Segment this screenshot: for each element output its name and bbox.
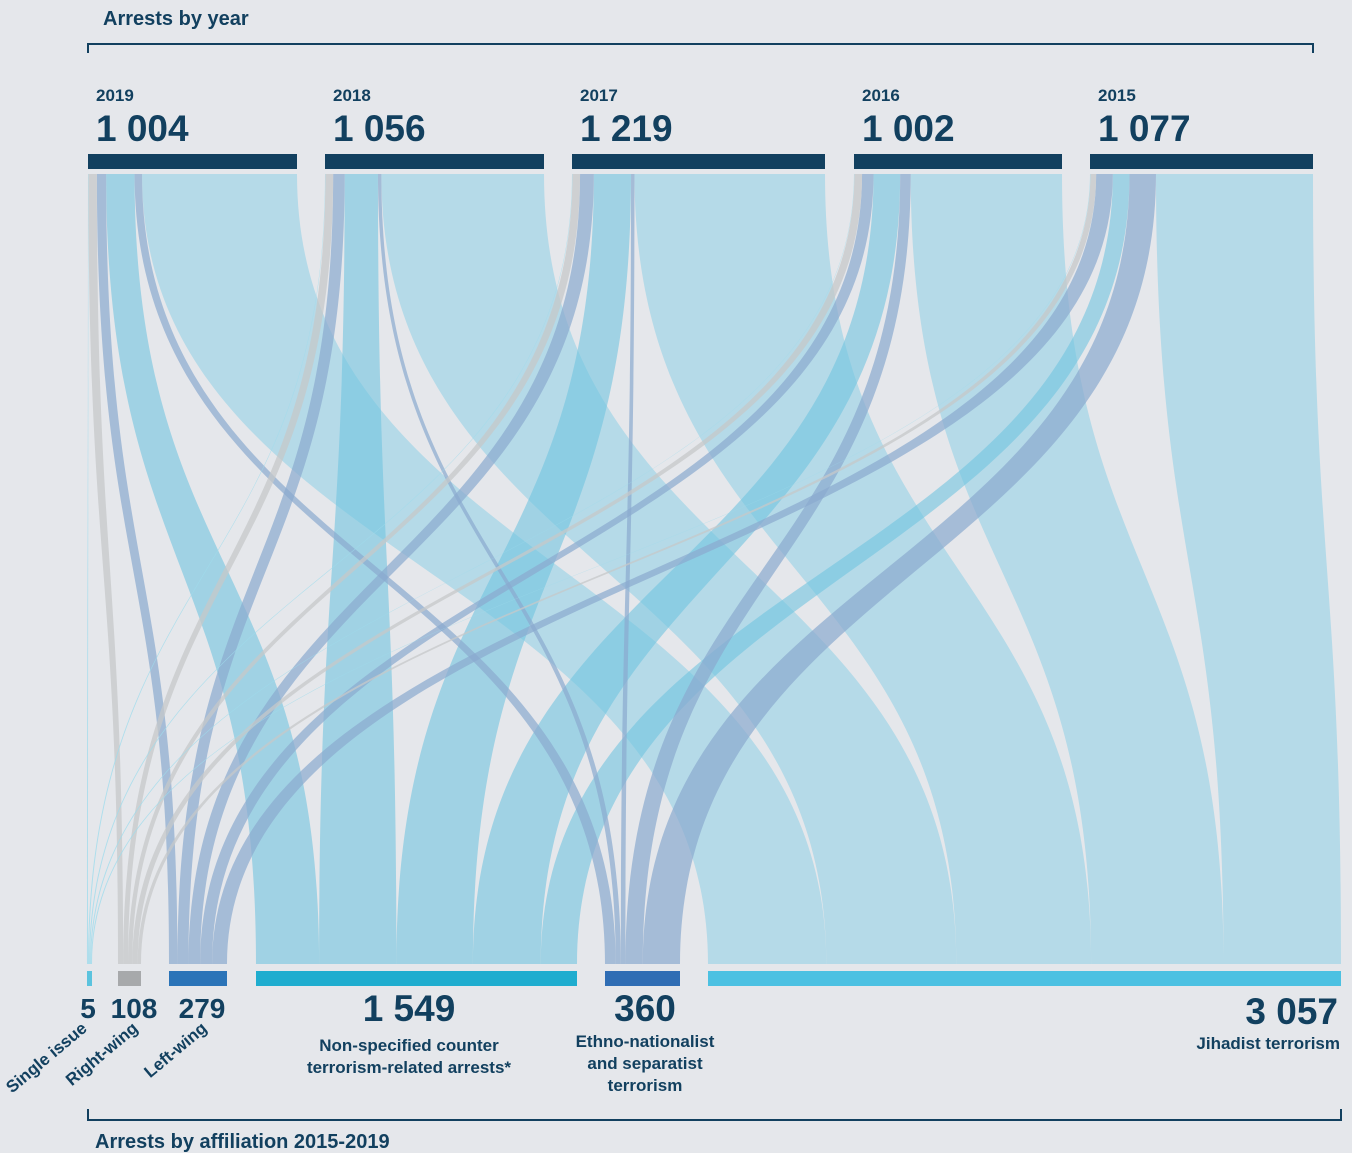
affiliation-value-nonspec: 1 549 xyxy=(363,988,456,1029)
affiliation-bar-right xyxy=(118,971,141,986)
year-label-2015: 2015 xyxy=(1098,86,1136,105)
flow-2019-right xyxy=(88,174,124,964)
flow-2019-left xyxy=(96,174,178,964)
flow-2015-ethno xyxy=(642,174,1156,964)
year-total-2015: 1 077 xyxy=(1098,108,1191,149)
year-total-2017: 1 219 xyxy=(580,108,673,149)
flow-2016-ethno xyxy=(625,174,911,964)
affiliation-bar-ethno xyxy=(605,971,680,986)
bottom-title: Arrests by affiliation 2015-2019 xyxy=(95,1131,390,1153)
flow-2016-jihad xyxy=(910,174,1224,964)
affiliation-label-nonspec-line-1: Non-specified counter xyxy=(319,1036,499,1055)
year-nodes: 2019 1 004 2018 1 056 2017 1 219 2016 1 002 2015… xyxy=(88,86,1313,169)
flow-2017-right xyxy=(128,174,581,964)
flow-2017-single xyxy=(89,174,573,964)
year-label-2018: 2018 xyxy=(333,86,371,105)
flow-2017-left xyxy=(188,174,594,964)
flow-2019-nonspec xyxy=(106,174,320,964)
year-bar-2018 xyxy=(325,154,544,169)
affiliation-bar-nonspec xyxy=(256,971,577,986)
year-total-2019: 1 004 xyxy=(96,108,189,149)
flow-2015-nonspec xyxy=(540,174,1130,964)
affiliation-bar-jihad xyxy=(708,971,1341,986)
top-title: Arrests by year xyxy=(103,8,249,30)
affiliation-label-ethno-line-3: terrorism xyxy=(608,1076,683,1095)
affiliation-value-left: 279 xyxy=(179,993,226,1024)
flow-2016-right xyxy=(132,174,863,964)
affiliation-label-jihad: Jihadist terrorism xyxy=(1196,1034,1340,1053)
flow-2017-nonspec xyxy=(396,174,632,964)
flow-2019-ethno xyxy=(134,174,616,964)
year-bar-2015 xyxy=(1090,154,1313,169)
year-label-2016: 2016 xyxy=(862,86,900,105)
flow-2015-jihad xyxy=(1155,174,1341,964)
year-total-2018: 1 056 xyxy=(333,108,426,149)
flow-2018-right xyxy=(123,174,334,964)
flows-layer xyxy=(87,174,1341,964)
affiliation-value-jihad: 3 057 xyxy=(1245,991,1338,1032)
year-bar-2019 xyxy=(88,154,297,169)
affiliation-label-ethno-line-2: and separatist xyxy=(587,1054,703,1073)
year-bar-2016 xyxy=(854,154,1062,169)
flow-2018-nonspec xyxy=(319,174,397,964)
affiliation-value-ethno: 360 xyxy=(614,988,676,1029)
flow-2018-single xyxy=(88,174,326,964)
affiliation-value-single: 5 xyxy=(80,993,96,1024)
bottom-bracket xyxy=(87,1109,1342,1121)
affiliation-label-left: Left-wing xyxy=(140,1019,210,1082)
flow-2015-single xyxy=(91,174,1091,964)
year-total-2016: 1 002 xyxy=(862,108,955,149)
year-label-2017: 2017 xyxy=(580,86,618,105)
flow-2016-left xyxy=(200,174,874,964)
flow-2017-jihad xyxy=(634,174,1092,964)
flow-2015-right xyxy=(137,174,1097,964)
top-bracket xyxy=(87,43,1314,53)
affiliation-value-right: 108 xyxy=(111,993,158,1024)
flow-2015-left xyxy=(212,174,1113,964)
flow-2016-nonspec xyxy=(472,174,901,964)
year-bar-2017 xyxy=(572,154,825,169)
affiliation-bar-single xyxy=(87,971,92,986)
affiliation-label-ethno-line-1: Ethno-nationalist xyxy=(576,1032,715,1051)
affiliation-label-nonspec-line-2: terrorism-related arrests* xyxy=(307,1058,511,1077)
flow-2018-left xyxy=(177,174,345,964)
affiliation-bar-left xyxy=(169,971,227,986)
flow-2017-ethno xyxy=(620,174,635,964)
flow-2016-single xyxy=(90,174,855,964)
flow-2019-single xyxy=(87,174,89,964)
year-label-2019: 2019 xyxy=(96,86,134,105)
